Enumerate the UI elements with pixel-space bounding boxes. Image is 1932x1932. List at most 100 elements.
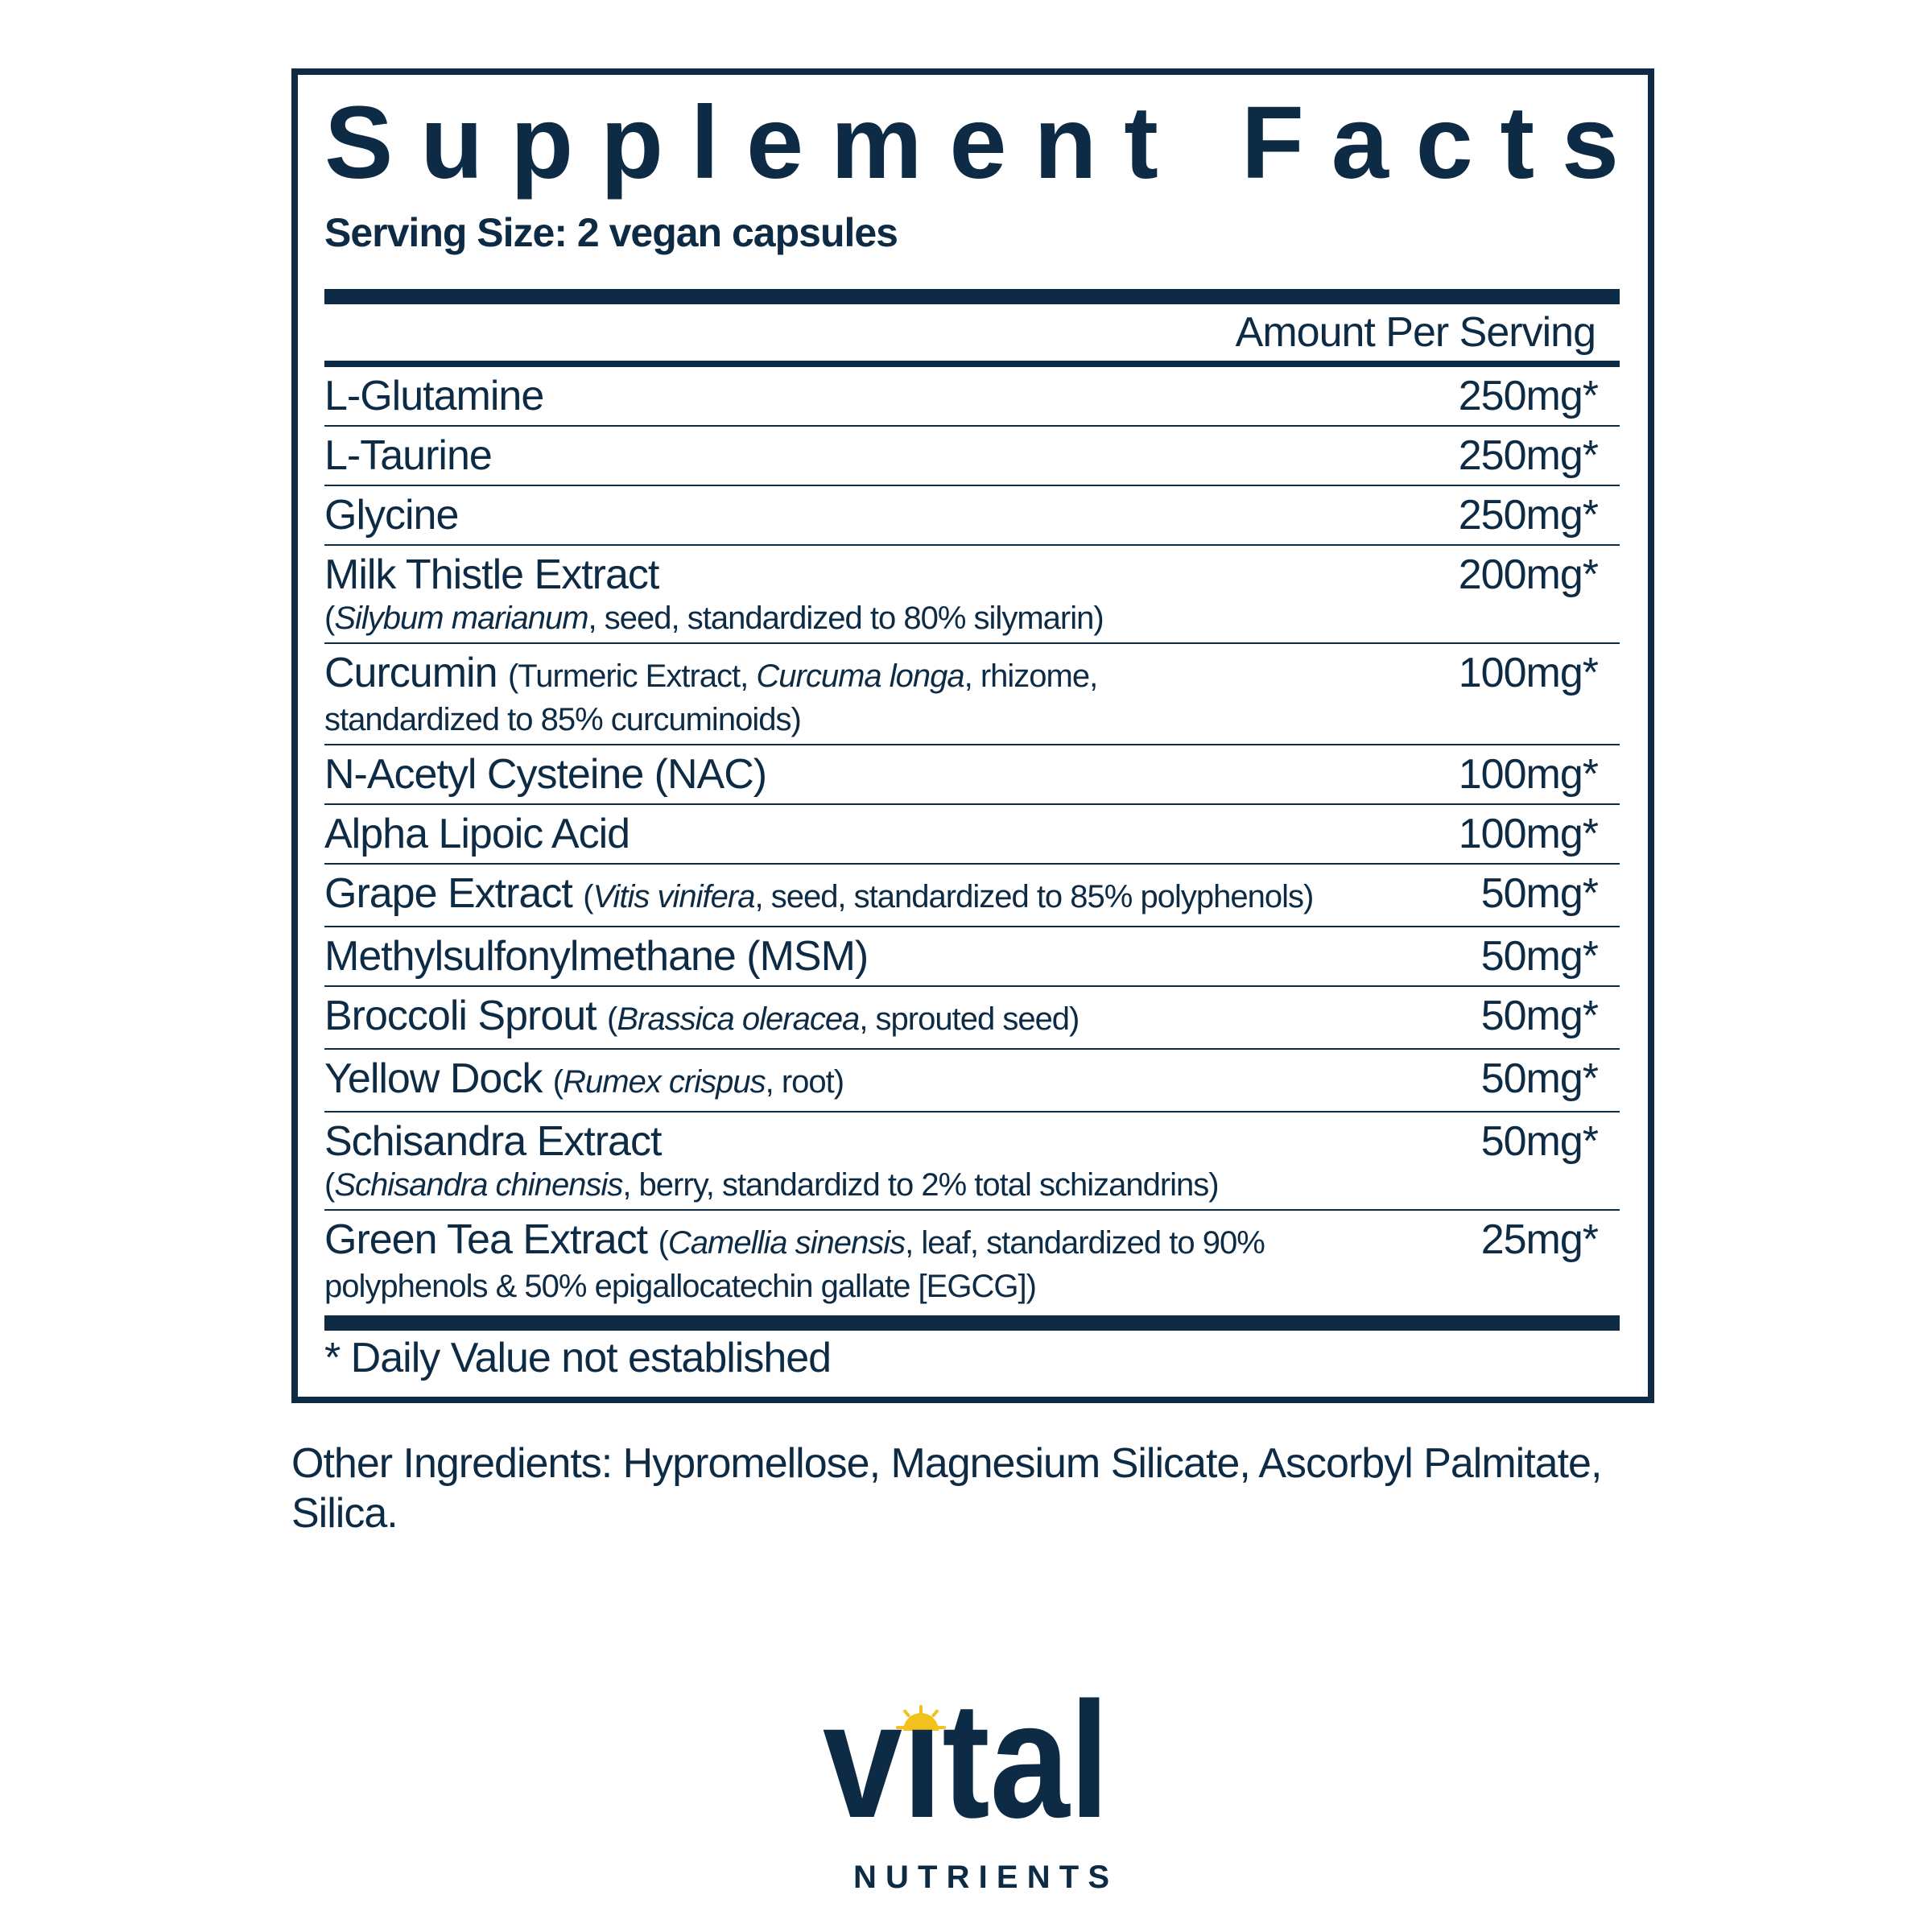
ingredient-table: L-Glutamine 250mg* L-Taurine 250mg* Glycine 2… (324, 367, 1620, 1311)
ingredient-text: Methylsulfonylmethane (MSM) (324, 933, 869, 980)
ingredient-line: Yellow Dock (Rumex crispus, root) (324, 1055, 1457, 1106)
ingredient-text: Glycine (324, 492, 459, 539)
ingredient-line: Green Tea Extract (Camellia sinensis, le… (324, 1216, 1457, 1267)
ingredient-row: Green Tea Extract (Camellia sinensis, le… (324, 1211, 1620, 1311)
ingredient-name: L-Glutamine (324, 372, 1459, 420)
ingredient-text: Yellow Dock (324, 1055, 553, 1102)
ingredient-text: , sprouted seed) (859, 1001, 1080, 1037)
other-ingredients: Other Ingredients: Hypromellose, Magnesi… (291, 1440, 1602, 1537)
ingredient-text: , leaf, standardized to 90% (905, 1225, 1265, 1261)
ingredient-line: Methylsulfonylmethane (MSM) (324, 932, 1457, 980)
ingredient-text: L-Taurine (324, 432, 493, 479)
ingredient-amount: 50mg* (1480, 933, 1599, 980)
ingredient-text: ( (324, 1167, 335, 1203)
ingredient-amount: 25mg* (1480, 1216, 1599, 1263)
amount-per-serving-header: Amount Per Serving (1235, 309, 1596, 356)
ingredient-text: ( (607, 1001, 617, 1037)
ingredient-name: Curcumin (Turmeric Extract, Curcuma long… (324, 649, 1459, 739)
sun-icon (896, 1705, 946, 1731)
ingredient-row: Methylsulfonylmethane (MSM) 50mg* (324, 927, 1620, 987)
ingredient-row: Yellow Dock (Rumex crispus, root) 50mg* (324, 1050, 1620, 1113)
ingredient-amount: 100mg* (1458, 751, 1599, 798)
ingredient-text: L-Glutamine (324, 373, 544, 419)
footnote: * Daily Value not established (324, 1335, 832, 1381)
botanical-name: Vitis vinifera (592, 879, 756, 914)
ingredient-amount: 50mg* (1480, 993, 1599, 1039)
divider-thick (324, 289, 1620, 304)
ingredient-text: standardized to 85% curcuminoids) (324, 702, 802, 737)
divider-medium (324, 361, 1620, 367)
ingredient-text: N-Acetyl Cysteine (NAC) (324, 751, 767, 798)
botanical-name: Schisandra chinensis (334, 1167, 623, 1203)
botanical-name: Camellia sinensis (667, 1225, 906, 1261)
ingredient-line: Alpha Lipoic Acid (324, 810, 1435, 858)
ingredient-text: ( (658, 1225, 669, 1261)
ingredient-name: Grape Extract (Vitis vinifera, seed, sta… (324, 869, 1481, 921)
ingredient-line: Glycine (324, 491, 1435, 539)
ingredient-row: Curcumin (Turmeric Extract, Curcuma long… (324, 644, 1620, 745)
ingredient-amount: 100mg* (1458, 811, 1599, 857)
ingredient-amount: 200mg* (1458, 551, 1599, 598)
ingredient-row: Milk Thistle Extract (Silybum marianum, s… (324, 546, 1620, 644)
ingredient-name: Broccoli Sprout (Brassica oleracea, spro… (324, 992, 1481, 1043)
supplement-facts-panel: Supplement Facts Serving Size: 2 vegan c… (291, 68, 1654, 1403)
ingredient-name: Alpha Lipoic Acid (324, 810, 1459, 858)
ingredient-amount: 50mg* (1480, 870, 1599, 917)
ingredient-text: Grape Extract (324, 870, 584, 917)
ingredient-text: , berry, standardizd to 2% total schizan… (622, 1167, 1219, 1203)
svg-text:NUTRIENTS: NUTRIENTS (853, 1860, 1109, 1895)
ingredient-amount: 100mg* (1458, 650, 1599, 696)
botanical-name: Rumex crispus (563, 1064, 766, 1100)
ingredient-text: Curcumin (324, 650, 508, 696)
ingredient-amount: 50mg* (1480, 1118, 1599, 1165)
ingredient-amount: 250mg* (1458, 373, 1599, 419)
page: Supplement Facts Serving Size: 2 vegan c… (291, 68, 1654, 1538)
ingredient-amount: 50mg* (1480, 1055, 1599, 1102)
ingredient-text: , root) (765, 1064, 844, 1100)
ingredient-name: L-Taurine (324, 431, 1459, 480)
ingredient-name: N-Acetyl Cysteine (NAC) (324, 750, 1459, 799)
ingredient-name: Glycine (324, 491, 1459, 539)
ingredient-row: Alpha Lipoic Acid 100mg* (324, 805, 1620, 865)
ingredient-amount: 250mg* (1458, 432, 1599, 479)
ingredient-text: ( (324, 601, 335, 636)
divider-thick (324, 1315, 1620, 1331)
vital-nutrients-logo: vıtal NUTRIENTS (823, 1682, 1109, 1895)
ingredient-row: L-Glutamine 250mg* (324, 367, 1620, 427)
ingredient-detail-line: standardized to 85% curcuminoids) (324, 700, 1435, 739)
title-text: Supplement Facts (324, 88, 1619, 200)
ingredient-text: , seed, standardized to 80% silymarin) (588, 601, 1104, 636)
ingredient-name: Green Tea Extract (Camellia sinensis, le… (324, 1216, 1481, 1306)
ingredient-row: Grape Extract (Vitis vinifera, seed, sta… (324, 865, 1620, 927)
ingredient-text: Schisandra Extract (324, 1118, 662, 1165)
ingredient-line: N-Acetyl Cysteine (NAC) (324, 750, 1435, 799)
page-title: Supplement Facts (324, 88, 1619, 200)
ingredient-line: L-Taurine (324, 431, 1435, 480)
botanical-name: Brassica oleracea (617, 1001, 860, 1037)
ingredient-text: ( (552, 1064, 564, 1100)
ingredient-text: ( (583, 879, 593, 914)
botanical-name: Curcuma longa (756, 658, 964, 694)
ingredient-line: Curcumin (Turmeric Extract, Curcuma long… (324, 649, 1435, 700)
ingredient-line: Schisandra Extract (324, 1117, 1457, 1166)
ingredient-detail-line: polyphenols & 50% epigallocatechin galla… (324, 1267, 1457, 1306)
serving-size: Serving Size: 2 vegan capsules (324, 210, 898, 255)
botanical-name: Silybum marianum (334, 601, 588, 636)
ingredient-text: , seed, standardized to 85% polyphenols) (754, 879, 1314, 914)
ingredient-line: Broccoli Sprout (Brassica oleracea, spro… (324, 992, 1457, 1043)
ingredient-row: L-Taurine 250mg* (324, 427, 1620, 486)
ingredient-text: Milk Thistle Extract (324, 551, 659, 598)
ingredient-line: Grape Extract (Vitis vinifera, seed, sta… (324, 869, 1457, 921)
svg-text:vıtal: vıtal (823, 1682, 1109, 1852)
ingredient-amount: 250mg* (1458, 492, 1599, 539)
ingredient-text: Alpha Lipoic Acid (324, 811, 630, 857)
ingredient-name: Yellow Dock (Rumex crispus, root) (324, 1055, 1481, 1106)
ingredient-text: polyphenols & 50% epigallocatechin galla… (324, 1269, 1037, 1304)
ingredient-row: Broccoli Sprout (Brassica oleracea, spro… (324, 987, 1620, 1050)
ingredient-row: Glycine 250mg* (324, 486, 1620, 546)
ingredient-name: Schisandra Extract (Schisandra chinensis,… (324, 1117, 1481, 1204)
ingredient-row: Schisandra Extract (Schisandra chinensis,… (324, 1113, 1620, 1211)
ingredient-row: N-Acetyl Cysteine (NAC) 100mg* (324, 745, 1620, 805)
ingredient-name: Milk Thistle Extract (Silybum marianum, s… (324, 551, 1459, 638)
ingredient-text: Broccoli Sprout (324, 993, 608, 1039)
